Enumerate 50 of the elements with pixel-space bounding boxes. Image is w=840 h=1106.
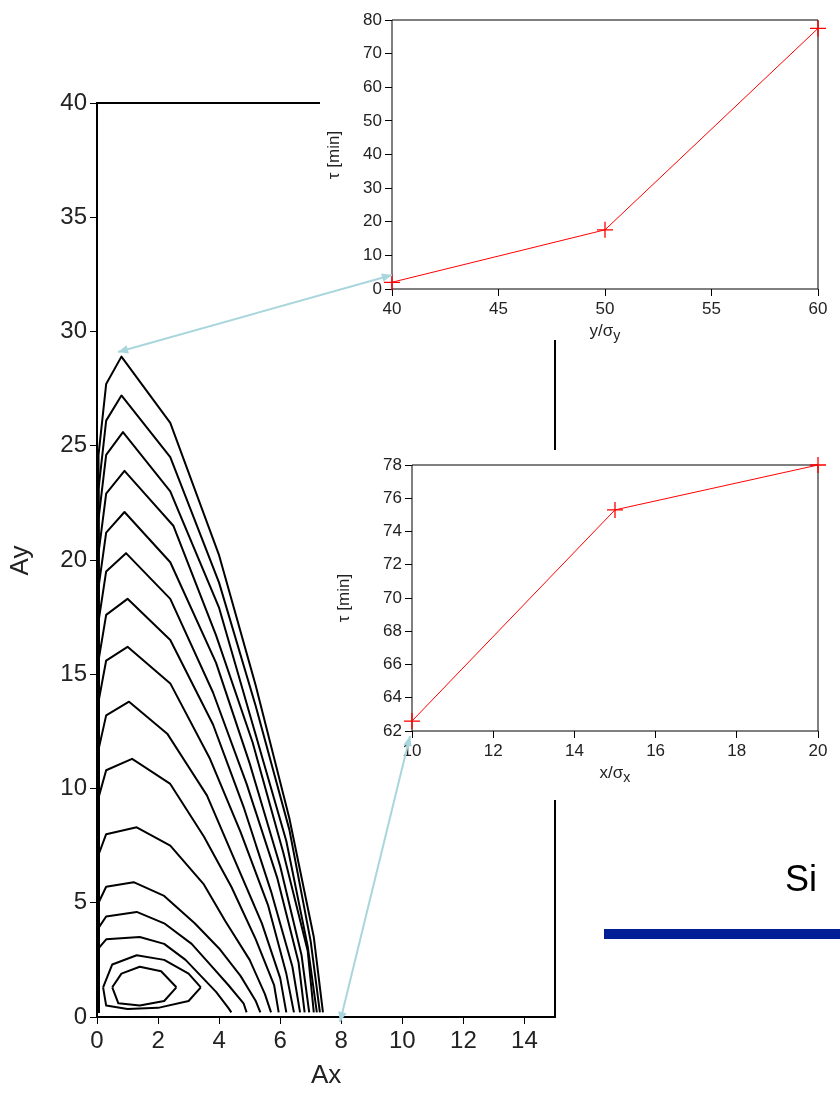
y-axis-title: Ay [3,545,35,575]
y-tick-label: 68 [383,620,402,640]
y-tick-label: 72 [383,554,402,574]
x-tick-label: 8 [334,1026,348,1054]
x-tick-label: 45 [489,298,508,318]
x-tick-label: 14 [564,740,584,760]
y-tick-label: 0 [372,278,382,298]
x-tick-label: 18 [727,740,747,760]
y-tick-label: 15 [60,658,87,686]
y-tick-label: 5 [73,887,87,915]
x-axis-title: x/σ$_{x}$ [599,763,631,786]
y-tick-label: 76 [383,487,402,507]
y-tick-label: 40 [363,144,382,164]
x-tick-label: 6 [273,1026,287,1054]
y-tick-label: 66 [383,654,402,674]
y-tick-label: 70 [383,587,402,607]
x-tick-label: 16 [646,740,666,760]
y-tick-label: 30 [363,177,382,197]
y-tick-label: 20 [363,211,382,231]
y-tick-label: 70 [363,43,382,63]
x-tick-label: 14 [511,1026,538,1054]
y-tick-label: 62 [383,720,402,740]
y-tick-label: 0 [73,1001,87,1029]
y-tick-label: 80 [363,9,382,29]
y-tick-label: 25 [60,430,87,458]
x-axis-title: Ax [311,1059,342,1090]
x-tick-label: 55 [702,298,721,318]
x-tick-label: 12 [483,740,503,760]
y-tick-label: 10 [60,773,87,801]
y-tick-label: 78 [383,454,402,474]
text: Si [785,858,818,900]
x-tick-label: 20 [808,740,828,760]
x-tick-label: 4 [212,1026,226,1054]
x-axis-title: y/σ$_{y}$ [589,321,621,344]
y-tick-label: 60 [363,76,382,96]
y-tick-label: 20 [60,544,87,572]
x-tick-label: 2 [151,1026,165,1054]
y-axis-title: τ [min] [324,130,345,179]
y-tick-label: 50 [363,110,382,130]
x-tick-label: 60 [808,298,828,318]
x-tick-label: 0 [90,1026,104,1054]
x-tick-label: 12 [450,1026,477,1054]
y-tick-label: 30 [60,316,87,344]
x-tick-label: 50 [595,298,615,318]
y-tick-label: 74 [383,521,402,541]
y-tick-label: 40 [60,87,87,115]
y-axis-title: τ [min] [334,573,355,623]
y-tick-label: 64 [383,687,402,707]
y-tick-label: 35 [60,201,87,229]
y-tick-label: 10 [363,245,382,265]
